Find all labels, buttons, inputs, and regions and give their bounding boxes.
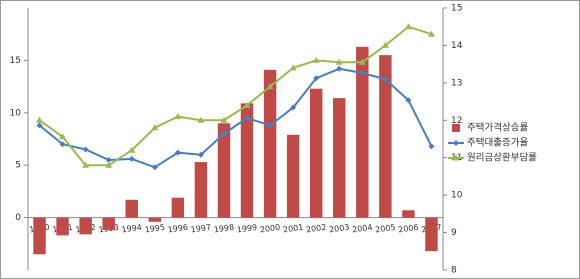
marker	[36, 116, 44, 123]
marker	[244, 115, 251, 122]
bar	[333, 98, 346, 218]
y2-tick-label: 9	[451, 228, 457, 238]
bar	[125, 199, 138, 218]
legend-marker	[453, 140, 459, 146]
y2-tick-label: 8	[451, 266, 457, 276]
x-tick-label: 2005	[375, 223, 396, 235]
marker	[427, 30, 435, 37]
marker	[82, 161, 90, 168]
y2-tick-label: 12	[451, 116, 462, 126]
y2-tick-label: 14	[451, 41, 463, 51]
x-tick-label: 1999	[236, 223, 257, 235]
marker	[105, 161, 113, 168]
marker	[382, 76, 389, 83]
x-tick-label: 2006	[398, 223, 419, 235]
marker	[151, 124, 159, 131]
marker	[290, 104, 297, 111]
marker	[267, 122, 274, 129]
bar	[309, 88, 323, 218]
x-tick-label: 2002	[305, 223, 326, 235]
legend-label: 주택대출증가율	[467, 138, 528, 149]
line	[38, 25, 432, 167]
marker	[82, 146, 89, 153]
marker	[381, 41, 389, 48]
x-tick-label: 2000	[259, 223, 280, 235]
y-tick-label: 5	[15, 161, 21, 171]
marker	[220, 130, 227, 137]
y-tick-label: 15	[10, 56, 21, 66]
marker	[59, 141, 66, 148]
bar	[148, 217, 162, 222]
y2-tick-label: 10	[451, 191, 463, 201]
y-tick-label: 10	[10, 108, 22, 118]
bar	[286, 134, 300, 218]
line	[38, 67, 433, 169]
marker	[313, 75, 320, 82]
bar	[194, 162, 208, 218]
marker	[359, 69, 366, 76]
x-tick-label: 2003	[329, 223, 350, 235]
bar	[240, 103, 254, 218]
bar	[425, 217, 438, 252]
marker	[404, 23, 412, 30]
bar	[79, 217, 92, 235]
x-tick-label: 1996	[167, 223, 188, 235]
legend-label: 주택가격상승률	[467, 122, 528, 134]
marker	[151, 164, 158, 171]
marker	[335, 58, 343, 65]
marker	[105, 156, 112, 163]
marker	[128, 146, 136, 153]
bar	[33, 217, 46, 255]
marker	[197, 116, 205, 123]
marker	[197, 151, 204, 158]
bar	[102, 217, 115, 231]
marker	[243, 101, 251, 108]
legend-swatch	[452, 124, 460, 132]
marker	[128, 155, 135, 162]
y-tick-label: 0	[15, 213, 21, 223]
x-tick-label: 2001	[282, 223, 303, 235]
marker	[312, 56, 320, 63]
marker	[220, 116, 228, 123]
x-tick-label: 1994	[121, 223, 142, 235]
x-tick-label: 1998	[213, 223, 234, 235]
marker	[428, 143, 435, 150]
y2-tick-label: 15	[451, 4, 462, 14]
marker	[174, 113, 182, 120]
x-tick-label: 1995	[144, 223, 165, 235]
bar	[171, 197, 185, 218]
marker	[266, 83, 274, 90]
marker	[405, 97, 412, 104]
x-tick-label: 2004	[352, 223, 373, 235]
marker	[59, 133, 67, 140]
bar	[379, 55, 392, 218]
marker	[174, 149, 181, 156]
bar	[356, 46, 369, 218]
legend-label: 원리금상환부담률	[467, 152, 537, 164]
marker	[358, 58, 366, 65]
marker	[36, 122, 43, 129]
legend-marker	[452, 154, 460, 161]
y2-tick-label: 13	[451, 78, 462, 88]
marker	[289, 64, 297, 71]
bar	[217, 123, 231, 218]
x-tick-label: 1997	[190, 223, 211, 235]
marker	[336, 65, 343, 72]
bar	[56, 217, 69, 236]
bar	[263, 69, 277, 218]
bar	[402, 210, 415, 218]
